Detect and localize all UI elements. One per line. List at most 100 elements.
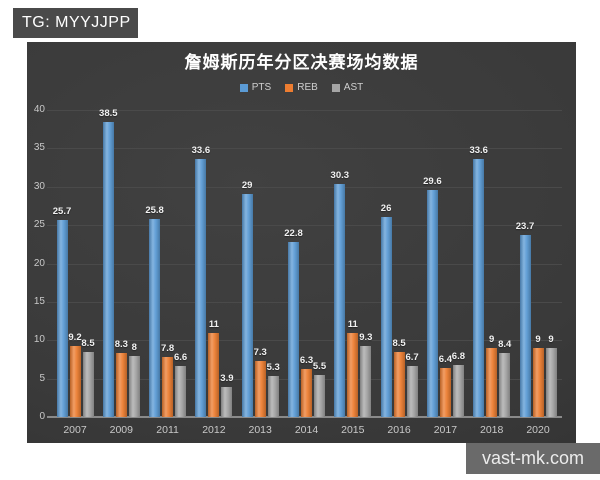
- x-tick-label: 2018: [480, 424, 504, 436]
- bar-value-label: 6.3: [299, 354, 314, 366]
- grid-line: [47, 110, 562, 111]
- x-tick-label: 2014: [294, 424, 319, 436]
- grid-line: [47, 340, 562, 342]
- bar-value-label: 9: [548, 333, 554, 345]
- y-tick-label: 5: [39, 372, 45, 384]
- bar-value-label: 8.5: [392, 337, 406, 349]
- x-tick-label: 2011: [156, 424, 179, 436]
- y-tick-label: 35: [33, 142, 45, 154]
- bar-reb-2014: [301, 368, 312, 417]
- bar-value-label: 3.9: [220, 373, 234, 385]
- x-tick-label: 2012: [202, 424, 226, 436]
- bar-value-label: 6.6: [173, 352, 188, 364]
- bar-reb-2007: [69, 346, 81, 417]
- bar-pts-2009: [102, 121, 114, 417]
- legend-label: REB: [297, 82, 318, 93]
- y-tick-label: 40: [33, 104, 45, 115]
- bar-pts-2007: [56, 219, 68, 417]
- bar-value-label: 5.3: [266, 362, 280, 374]
- x-axis-line: [47, 416, 562, 418]
- legend-swatch-icon: [239, 83, 248, 92]
- y-tick-label: 15: [33, 295, 45, 307]
- bar-reb-2020: [532, 347, 544, 417]
- bar-value-label: 7.3: [253, 346, 267, 358]
- bar-value-label: 26: [380, 203, 392, 215]
- bar-pts-2018: [473, 159, 485, 417]
- bar-value-label: 8.5: [81, 337, 95, 349]
- bar-value-label: 6.7: [405, 351, 419, 363]
- bar-reb-2016: [393, 351, 405, 417]
- bar-value-label: 29.6: [423, 175, 442, 187]
- bar-reb-2015: [347, 332, 359, 417]
- bar-ast-2014: [314, 374, 325, 417]
- bar-value-label: 9: [535, 333, 541, 345]
- legend-item-ast: AST: [331, 82, 364, 93]
- bar-value-label: 9.3: [359, 331, 373, 343]
- bar-value-label: 11: [208, 318, 219, 330]
- bar-value-label: 29: [241, 180, 253, 192]
- bar-value-label: 7.8: [160, 343, 175, 355]
- chart-legend: PTS REB AST: [27, 82, 576, 93]
- bar-ast-2012: [221, 387, 233, 417]
- plot-area: 0 5 10 15 20 25 30 35 40 2007 25.7 9.2 8.5 2009 38.5 8.…: [27, 42, 576, 443]
- legend-swatch-icon: [285, 83, 294, 92]
- y-tick-label: 30: [33, 180, 45, 192]
- x-tick-label: 2015: [341, 424, 365, 436]
- bar-value-label: 38.5: [99, 107, 118, 119]
- bar-reb-2011: [162, 357, 174, 417]
- grid-line: [47, 225, 562, 227]
- legend-item-pts: PTS: [239, 82, 272, 93]
- bar-value-label: 9: [489, 333, 495, 345]
- chart-title: 詹姆斯历年分区决赛场均数据: [184, 53, 419, 72]
- legend-swatch-icon: [331, 83, 340, 92]
- bar-pts-2015: [334, 184, 346, 417]
- y-tick-label: 0: [39, 411, 45, 422]
- y-tick-label: 25: [33, 219, 45, 231]
- bar-ast-2007: [82, 351, 94, 417]
- x-tick-label: 2009: [109, 424, 133, 436]
- bar-value-label: 33.6: [469, 145, 488, 157]
- bar-chart: 詹姆斯历年分区决赛场均数据 PTS REB AST 0 5 10 15 20 25 30 35 40…: [27, 42, 576, 443]
- x-tick-label: 2013: [248, 424, 272, 436]
- bar-ast-2013: [267, 376, 279, 417]
- y-tick-label: 10: [33, 334, 45, 346]
- bar-reb-2009: [115, 353, 127, 417]
- bar-ast-2020: [545, 347, 557, 417]
- bar-pts-2014: [288, 242, 299, 417]
- bar-value-label: 6.8: [451, 350, 465, 362]
- bar-value-label: 25.8: [145, 204, 164, 216]
- x-tick-label: 2020: [526, 424, 550, 436]
- bar-value-label: 8: [131, 341, 137, 353]
- bar-value-label: 8.3: [114, 339, 128, 351]
- bar-value-label: 33.6: [191, 145, 211, 157]
- bar-ast-2017: [452, 364, 464, 417]
- bar-value-label: 22.8: [284, 228, 303, 239]
- legend-label: PTS: [251, 82, 272, 93]
- bar-reb-2012: [208, 332, 220, 417]
- bar-value-label: 6.4: [438, 353, 452, 365]
- x-tick-label: 2007: [63, 424, 87, 436]
- bar-ast-2016: [406, 365, 418, 417]
- legend-item-reb: REB: [285, 82, 318, 93]
- bar-pts-2020: [519, 235, 531, 417]
- bar-reb-2017: [439, 367, 451, 417]
- bar-ast-2009: [128, 355, 140, 417]
- bar-value-label: 23.7: [515, 221, 535, 233]
- bar-pts-2013: [241, 194, 253, 417]
- bar-value-label: 9.2: [68, 332, 82, 344]
- legend-label: AST: [343, 82, 364, 93]
- bar-reb-2013: [254, 360, 266, 417]
- x-tick-label: 2016: [387, 424, 411, 436]
- bar-value-label: 11: [347, 318, 358, 330]
- bar-ast-2011: [175, 366, 187, 417]
- bar-pts-2017: [426, 189, 438, 417]
- watermark-top-left-badge: TG: MYYJJPP: [13, 8, 138, 38]
- bar-ast-2015: [360, 345, 372, 417]
- bar-value-label: 5.5: [312, 360, 327, 372]
- bar-value-label: 30.3: [330, 170, 350, 182]
- bar-pts-2012: [195, 159, 207, 417]
- y-tick-label: 20: [33, 257, 45, 269]
- bar-pts-2011: [149, 218, 161, 417]
- bar-value-label: 8.4: [498, 338, 512, 350]
